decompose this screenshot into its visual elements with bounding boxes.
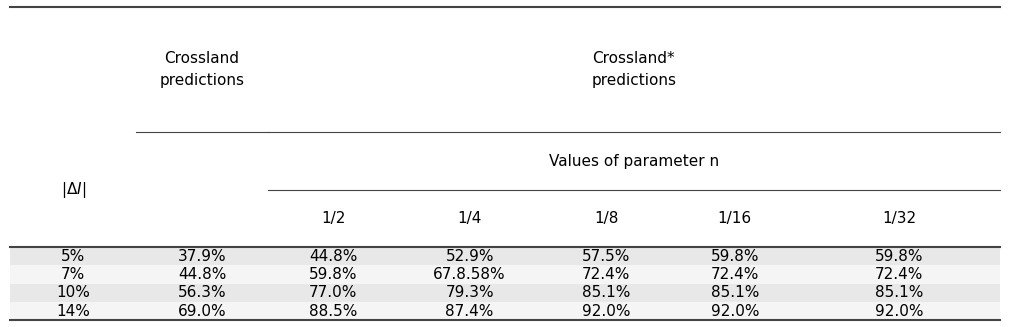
Text: 1/16: 1/16	[718, 211, 751, 226]
Text: $|\Delta I|$: $|\Delta I|$	[61, 180, 86, 200]
Text: 69.0%: 69.0%	[178, 304, 226, 319]
Text: 72.4%: 72.4%	[711, 267, 759, 282]
Bar	[10, 265, 1000, 284]
Text: 57.5%: 57.5%	[582, 249, 630, 264]
Text: 56.3%: 56.3%	[178, 285, 226, 301]
Text: 85.1%: 85.1%	[875, 285, 923, 301]
Text: 1/4: 1/4	[458, 211, 482, 226]
Text: 72.4%: 72.4%	[875, 267, 923, 282]
Text: 79.3%: 79.3%	[445, 285, 494, 301]
Text: 10%: 10%	[57, 285, 90, 301]
Text: 67.8.58%: 67.8.58%	[433, 267, 506, 282]
Text: 59.8%: 59.8%	[875, 249, 923, 264]
Text: 44.8%: 44.8%	[178, 267, 226, 282]
Text: 92.0%: 92.0%	[582, 304, 630, 319]
Bar	[10, 247, 1000, 265]
Text: 85.1%: 85.1%	[711, 285, 759, 301]
Text: 37.9%: 37.9%	[178, 249, 226, 264]
Text: 14%: 14%	[57, 304, 90, 319]
Text: 1/32: 1/32	[882, 211, 916, 226]
Text: 1/2: 1/2	[321, 211, 345, 226]
Text: 92.0%: 92.0%	[875, 304, 923, 319]
Bar	[10, 302, 1000, 320]
Text: 59.8%: 59.8%	[309, 267, 358, 282]
Text: 72.4%: 72.4%	[582, 267, 630, 282]
Text: 59.8%: 59.8%	[710, 249, 760, 264]
Text: Crossland
predictions: Crossland predictions	[160, 51, 244, 88]
Text: 85.1%: 85.1%	[582, 285, 630, 301]
Text: 92.0%: 92.0%	[710, 304, 760, 319]
Text: 1/8: 1/8	[594, 211, 618, 226]
Text: 52.9%: 52.9%	[445, 249, 494, 264]
Text: 7%: 7%	[61, 267, 86, 282]
Text: 77.0%: 77.0%	[309, 285, 358, 301]
Text: 87.4%: 87.4%	[445, 304, 494, 319]
Bar	[10, 284, 1000, 302]
Text: Crossland*
predictions: Crossland* predictions	[591, 51, 677, 88]
Text: 5%: 5%	[61, 249, 86, 264]
Text: 88.5%: 88.5%	[309, 304, 358, 319]
Text: 44.8%: 44.8%	[309, 249, 358, 264]
Text: Values of parameter n: Values of parameter n	[548, 154, 719, 168]
